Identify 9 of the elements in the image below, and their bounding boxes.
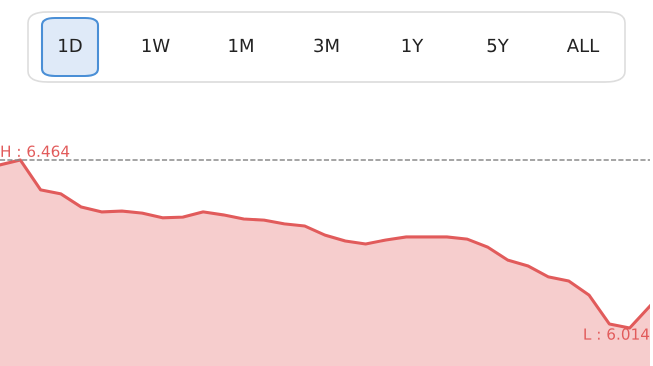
annotation: L : 6.014 <box>584 328 650 340</box>
text: 1D <box>59 38 82 52</box>
annotation: H : 6.464 <box>2 145 70 158</box>
text: 3M <box>314 38 338 52</box>
text: 1M <box>229 38 253 52</box>
text: 5Y <box>488 38 509 52</box>
text: 1W <box>142 38 170 52</box>
text: 1Y <box>402 38 424 52</box>
text: ALL <box>566 38 600 52</box>
